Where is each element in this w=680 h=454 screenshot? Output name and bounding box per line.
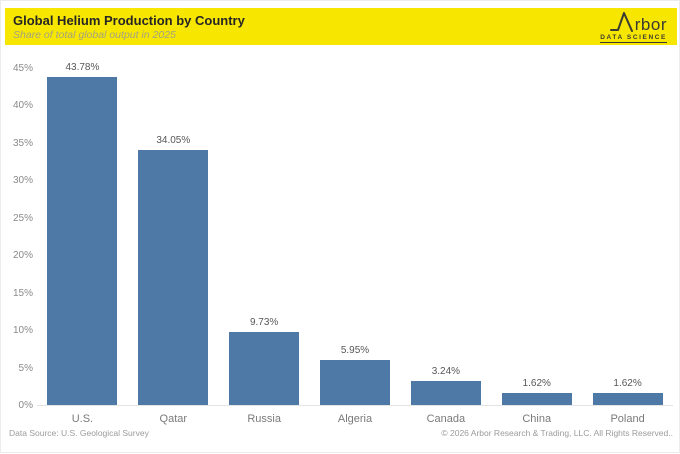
x-category-label: U.S. (71, 413, 94, 425)
bar-column: 43.78% (37, 62, 128, 405)
bar-column: 9.73% (219, 317, 310, 405)
bar-qatar[interactable] (138, 150, 209, 405)
bar-column: 1.62% (582, 378, 673, 405)
arbor-logo: rbor DATA SCIENCE (600, 10, 667, 43)
bar-us[interactable] (47, 77, 118, 405)
y-tick-label: 5% (18, 362, 33, 374)
bar-canada[interactable] (410, 380, 481, 405)
y-tick-label: 10% (12, 325, 33, 337)
y-tick-label: 45% (12, 63, 33, 74)
y-tick-label: 35% (12, 137, 33, 149)
y-tick-label: 15% (12, 287, 33, 299)
x-category-label: Algeria (337, 413, 373, 425)
bar-poland[interactable] (592, 392, 663, 405)
x-category-label: Qatar (159, 413, 188, 425)
y-tick-label: 0% (18, 400, 33, 411)
header-band: Global Helium Production by Country Shar… (5, 8, 677, 45)
bar-value-label: 1.62% (613, 377, 642, 389)
arbor-logo-wordmark: rbor (609, 10, 667, 34)
footer: Data Source: U.S. Geological Survey © 20… (9, 428, 673, 438)
arbor-peak-icon (609, 12, 633, 32)
bar-chart: 0% 5% 10% 15% 20% 25% 30% 35% 40% 45% 43.78% 34.05… (1, 62, 680, 411)
bar-value-label: 43.78% (65, 62, 100, 74)
x-category-label: Canada (426, 413, 466, 425)
plot-area: 43.78% 34.05% 9.73% 5.95% 3.24% 1.62% 1.62% (37, 62, 673, 406)
title-block: Global Helium Production by Country Shar… (13, 12, 245, 42)
data-source-caption: Data Source: U.S. Geological Survey (9, 428, 149, 438)
x-category-label: Poland (610, 413, 645, 425)
arbor-logo-tagline: DATA SCIENCE (600, 34, 667, 43)
bar-algeria[interactable] (320, 360, 390, 405)
y-tick-label: 20% (12, 250, 33, 262)
y-tick-label: 40% (12, 100, 33, 112)
bar-russia[interactable] (229, 332, 300, 405)
arbor-logo-text: rbor (634, 15, 667, 34)
bar-value-label: 1.62% (522, 377, 551, 389)
x-axis-labels: U.S. Qatar Russia Algeria Canada China Poland (37, 407, 673, 425)
x-category-label: China (522, 413, 552, 425)
y-axis: 0% 5% 10% 15% 20% 25% 30% 35% 40% 45% (1, 64, 33, 411)
bar-value-label: 34.05% (156, 135, 191, 147)
chart-subtitle: Share of total global output in 2025 (13, 28, 176, 41)
copyright-caption: © 2026 Arbor Research & Trading, LLC. Al… (441, 428, 673, 438)
bar-value-label: 5.95% (340, 345, 370, 357)
bar-value-label: 9.73% (249, 317, 279, 329)
bar-column: 3.24% (400, 366, 491, 405)
y-tick-label: 30% (12, 175, 33, 187)
bar-value-label: 3.24% (431, 365, 461, 377)
bar-column: 5.95% (310, 345, 401, 405)
x-category-label: Russia (247, 413, 281, 425)
bar-china[interactable] (501, 392, 572, 405)
y-tick-label: 25% (12, 212, 33, 224)
bar-column: 1.62% (491, 378, 582, 405)
bar-column: 34.05% (128, 135, 219, 405)
chart-title: Global Helium Production by Country (13, 12, 245, 28)
